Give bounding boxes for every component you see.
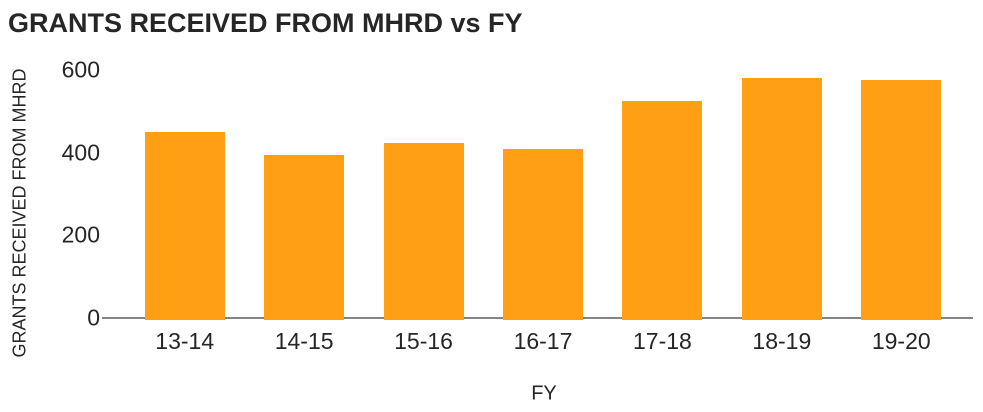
chart-title: GRANTS RECEIVED FROM MHRD vs FY	[8, 8, 523, 38]
bar-slot	[603, 0, 722, 320]
x-tick-label: 18-19	[752, 328, 812, 354]
bar-slot	[842, 0, 961, 320]
y-tick-label: 400	[61, 139, 100, 166]
bar-18-19[interactable]	[741, 78, 822, 320]
y-axis-title: GRANTS RECEIVED FROM MHRD	[9, 68, 30, 358]
y-tick-label: 600	[61, 56, 100, 83]
bar-16-17[interactable]	[502, 149, 583, 320]
x-tick-label: 19-20	[871, 328, 931, 354]
x-tick-label: 13-14	[155, 328, 215, 354]
y-tick-label: 0	[87, 304, 100, 331]
bar-slot	[483, 0, 602, 320]
bar-slot	[244, 0, 363, 320]
x-tick-label: 14-15	[274, 328, 334, 354]
bar-15-16[interactable]	[383, 143, 464, 320]
bar-17-18[interactable]	[622, 101, 703, 320]
y-tick-label: 200	[61, 221, 100, 248]
bar-14-15[interactable]	[264, 155, 345, 320]
x-tick-label: 17-18	[632, 328, 692, 354]
bar-slot	[364, 0, 483, 320]
x-tick-label: 15-16	[394, 328, 453, 354]
x-axis-tick-labels: 13-14 14-15 15-16 16-17 17-18 18-19 19-20	[125, 328, 961, 355]
bar-slot	[722, 0, 841, 320]
bar-19-20[interactable]	[861, 80, 942, 320]
plot-area	[125, 0, 961, 320]
x-tick-label: 16-17	[513, 328, 573, 354]
bar-slot	[125, 0, 244, 320]
bar-13-14[interactable]	[144, 132, 225, 320]
x-axis-title: FY	[531, 382, 557, 405]
